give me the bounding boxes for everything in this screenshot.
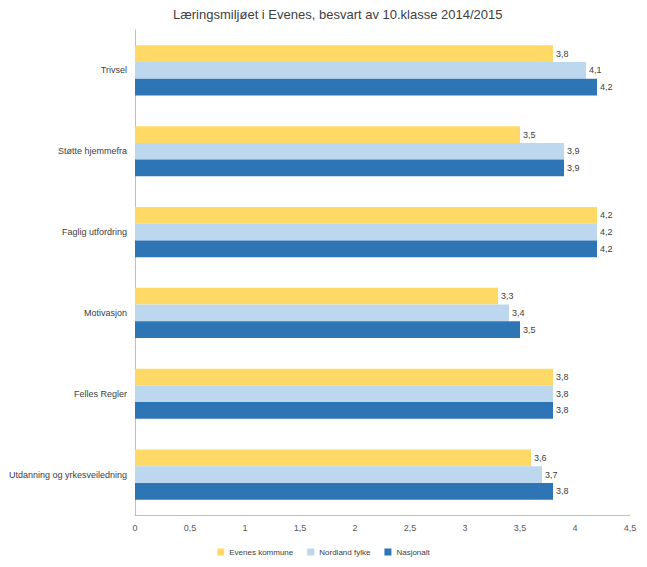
svg-text:3,8: 3,8 <box>556 486 569 496</box>
svg-text:3,3: 3,3 <box>501 291 514 301</box>
svg-text:4,2: 4,2 <box>600 244 613 254</box>
svg-text:3,7: 3,7 <box>545 470 558 480</box>
svg-text:3,5: 3,5 <box>523 325 536 335</box>
svg-text:Læringsmiljøet i Evenes, besva: Læringsmiljøet i Evenes, besvart av 10.k… <box>173 7 503 22</box>
svg-text:Felles Regler: Felles Regler <box>74 389 127 399</box>
svg-text:4,5: 4,5 <box>624 523 637 533</box>
svg-text:Trivsel: Trivsel <box>101 65 127 75</box>
svg-text:Nasjonalt: Nasjonalt <box>396 548 430 557</box>
svg-text:0: 0 <box>132 523 137 533</box>
svg-text:2,5: 2,5 <box>404 523 417 533</box>
svg-text:Motivasjon: Motivasjon <box>84 308 127 318</box>
svg-text:3,8: 3,8 <box>556 389 569 399</box>
svg-text:3,8: 3,8 <box>556 372 569 382</box>
svg-text:4,2: 4,2 <box>600 227 613 237</box>
svg-text:3: 3 <box>462 523 467 533</box>
svg-text:3,8: 3,8 <box>556 405 569 415</box>
svg-text:Faglig utfordring: Faglig utfordring <box>62 227 127 237</box>
svg-text:4,2: 4,2 <box>600 210 613 220</box>
svg-text:4,2: 4,2 <box>600 82 613 92</box>
svg-text:Utdanning og yrkesveiledning: Utdanning og yrkesveiledning <box>9 470 127 480</box>
svg-text:4: 4 <box>572 523 577 533</box>
svg-text:1,5: 1,5 <box>294 523 307 533</box>
svg-text:Evenes kommune: Evenes kommune <box>229 548 294 557</box>
svg-text:4,1: 4,1 <box>589 65 602 75</box>
svg-text:Nordland fylke: Nordland fylke <box>319 548 371 557</box>
svg-text:2: 2 <box>352 523 357 533</box>
svg-text:3,8: 3,8 <box>556 49 569 59</box>
svg-text:3,9: 3,9 <box>567 163 580 173</box>
svg-text:Støtte hjemmefra: Støtte hjemmefra <box>58 146 127 156</box>
svg-text:3,6: 3,6 <box>534 453 547 463</box>
svg-text:3,9: 3,9 <box>567 146 580 156</box>
svg-text:3,5: 3,5 <box>514 523 527 533</box>
svg-text:3,5: 3,5 <box>523 130 536 140</box>
svg-text:0,5: 0,5 <box>184 523 197 533</box>
svg-text:3,4: 3,4 <box>512 308 525 318</box>
svg-text:1: 1 <box>242 523 247 533</box>
